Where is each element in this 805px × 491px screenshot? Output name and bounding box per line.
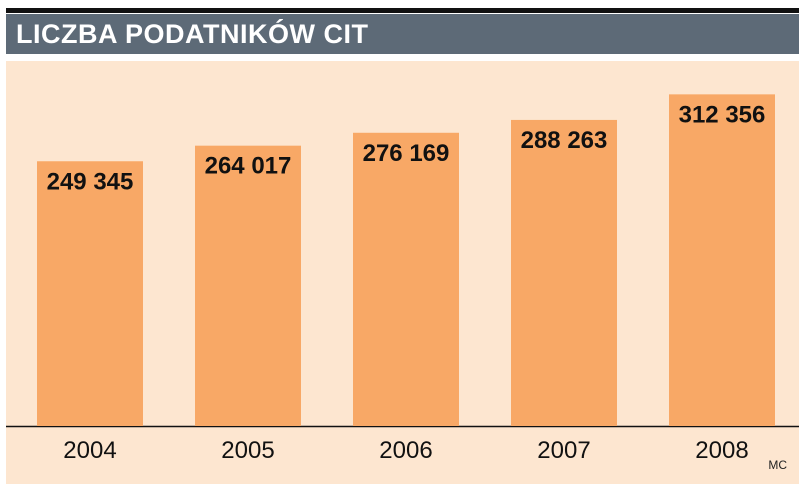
value-label-2006: 276 169 <box>363 140 450 167</box>
value-label-2004: 249 345 <box>47 168 134 195</box>
x-tick-label-2008: 2008 <box>695 437 748 464</box>
x-tick-label-2007: 2007 <box>537 437 590 464</box>
bar-2004 <box>37 161 143 426</box>
title-bar: LICZBA PODATNIKÓW CIT <box>6 14 799 54</box>
bar-2005 <box>195 145 301 426</box>
x-tick-label-2006: 2006 <box>379 437 432 464</box>
bar-2007 <box>511 119 617 426</box>
value-label-2007: 288 263 <box>521 127 608 154</box>
x-tick-label-2004: 2004 <box>63 437 116 464</box>
author-credit: MC <box>768 458 787 472</box>
bar-2006 <box>353 132 459 426</box>
chart-panel: 249 345 2004 264 017 2005 276 169 2006 288 263… <box>6 61 799 484</box>
value-label-2005: 264 017 <box>205 153 292 180</box>
x-tick-label-2005: 2005 <box>221 437 274 464</box>
chart-title: LICZBA PODATNIKÓW CIT <box>16 18 369 49</box>
bar-2008 <box>669 94 775 426</box>
value-label-2008: 312 356 <box>679 101 766 128</box>
top-rule <box>6 8 799 13</box>
bar-chart: 249 345 2004 264 017 2005 276 169 2006 288 263… <box>6 94 799 464</box>
